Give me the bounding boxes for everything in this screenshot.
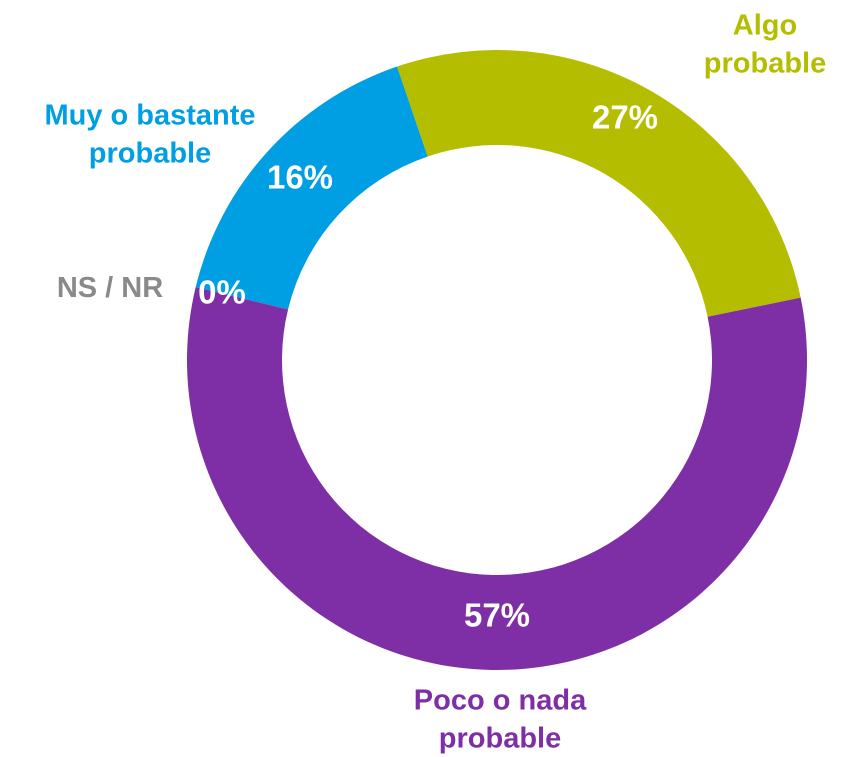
- donut-segment: [195, 66, 428, 310]
- category-label: Muy o bastante probable: [44, 99, 256, 169]
- category-label: NS / NR: [56, 272, 164, 305]
- data-label: 57%: [464, 597, 530, 634]
- category-label: Poco o nada probable: [413, 684, 587, 754]
- category-label: Algo probable: [703, 9, 827, 79]
- data-label: 16%: [267, 159, 333, 196]
- data-label: 27%: [592, 99, 658, 136]
- donut-segment: [397, 50, 801, 317]
- data-label: 0%: [198, 274, 246, 311]
- donut-segment: [187, 287, 808, 670]
